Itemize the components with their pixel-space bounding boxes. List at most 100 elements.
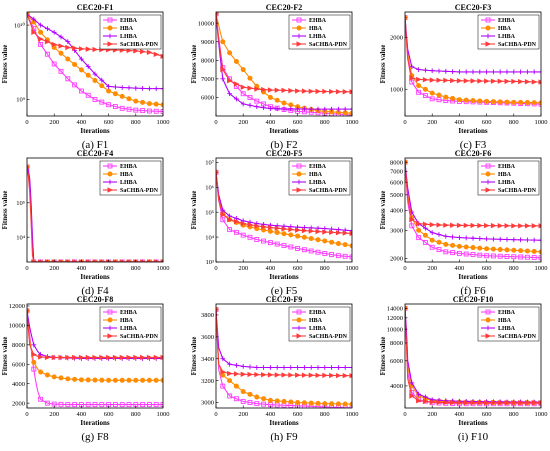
series-marker — [254, 371, 260, 378]
series-marker — [484, 69, 489, 75]
series-marker — [261, 372, 267, 378]
series-marker — [450, 250, 456, 256]
series-marker — [308, 365, 314, 370]
series-marker — [443, 94, 449, 100]
series-marker — [227, 378, 233, 384]
x-tick-label: 0 — [403, 411, 406, 418]
series-marker — [72, 61, 78, 67]
series-marker — [315, 225, 321, 231]
series-marker — [31, 16, 37, 22]
series-marker — [450, 69, 455, 75]
series-marker — [288, 372, 294, 378]
series-marker — [92, 354, 99, 361]
series-marker — [119, 402, 125, 408]
legend-marker — [296, 333, 303, 339]
y-axis-label: Fitness value — [190, 337, 198, 376]
series-marker — [254, 223, 260, 229]
series-marker — [429, 230, 435, 236]
y-tick-label: 4000 — [390, 383, 403, 390]
y-tick-label: 8000 — [12, 342, 25, 349]
series-marker — [470, 78, 477, 84]
series-marker — [288, 244, 294, 250]
panel-caption: (d) F4 — [81, 285, 109, 297]
legend-label: SaCHBA-PDN — [120, 334, 159, 340]
series-marker — [153, 354, 160, 361]
series-marker — [436, 68, 442, 74]
x-tick-label: 600 — [293, 265, 303, 272]
y-tick-label: 6000 — [390, 179, 403, 186]
series-layer — [405, 15, 541, 107]
series-marker — [92, 97, 98, 102]
x-tick-label: 1000 — [346, 119, 359, 126]
series-marker — [315, 228, 322, 235]
series-marker — [531, 248, 537, 254]
series-marker — [416, 76, 422, 83]
series-marker — [335, 230, 342, 236]
series-marker — [106, 88, 112, 94]
series-marker — [443, 233, 449, 239]
series-marker — [342, 401, 348, 407]
series-marker — [329, 88, 335, 95]
legend-marker — [107, 333, 114, 339]
series-marker — [267, 397, 273, 403]
series-marker — [106, 102, 112, 108]
series-marker — [524, 223, 531, 229]
series-marker — [301, 372, 308, 378]
series-marker — [308, 372, 315, 378]
y-tick-label: 10⁴ — [16, 234, 26, 241]
series-marker — [531, 255, 537, 260]
legend-label: LHBA — [309, 326, 327, 332]
series-marker — [78, 67, 84, 73]
series-marker — [463, 244, 469, 250]
x-tick-label: 200 — [427, 119, 437, 126]
legend-label: SaCHBA-PDN — [498, 42, 537, 48]
series-marker — [497, 223, 504, 229]
series-marker — [233, 81, 240, 87]
series-marker — [497, 236, 503, 242]
series-marker — [267, 94, 273, 100]
series-marker — [477, 69, 483, 75]
series-marker — [288, 87, 294, 94]
legend: EHBA HBA LHBA SaCHBA-PDN — [477, 306, 540, 342]
series-marker — [308, 248, 314, 254]
legend-marker — [107, 325, 113, 331]
chart-title: CEC20-F4 — [77, 149, 113, 158]
legend-marker — [296, 179, 302, 185]
series-marker — [274, 398, 280, 404]
series-marker — [227, 217, 233, 223]
series-marker — [302, 106, 307, 112]
series-marker — [85, 377, 91, 383]
series-marker — [349, 230, 352, 237]
series-marker — [484, 246, 490, 252]
x-axis-label: Iterations — [80, 419, 109, 427]
series-marker — [254, 86, 260, 92]
x-tick-label: 0 — [25, 411, 28, 418]
series-marker — [531, 237, 537, 243]
y-tick-label: 7000 — [390, 169, 403, 176]
series-marker — [220, 66, 226, 73]
chart-title: CEC20-F2 — [266, 3, 302, 12]
x-tick-label: 1000 — [157, 265, 170, 272]
legend-label: SaCHBA-PDN — [309, 334, 348, 340]
x-tick-label: 600 — [482, 411, 492, 418]
series-marker — [531, 223, 538, 229]
series-marker — [524, 400, 531, 406]
series-marker — [58, 68, 64, 74]
legend-label: EHBA — [309, 18, 327, 24]
series-marker — [240, 364, 246, 369]
series-marker — [240, 371, 247, 377]
series-marker — [281, 100, 287, 106]
series-marker — [504, 223, 511, 229]
series-marker — [436, 77, 443, 83]
series-marker — [51, 61, 57, 67]
series-marker — [342, 253, 348, 259]
series-marker — [463, 400, 470, 406]
series-marker — [511, 223, 517, 229]
series-marker — [295, 246, 301, 251]
panel-caption: (e) F5 — [271, 285, 298, 297]
series-marker — [416, 235, 422, 241]
series-marker — [44, 400, 50, 406]
series-marker — [335, 401, 341, 407]
legend-label: LHBA — [498, 180, 516, 186]
y-tick-label: 14000 — [387, 305, 403, 312]
